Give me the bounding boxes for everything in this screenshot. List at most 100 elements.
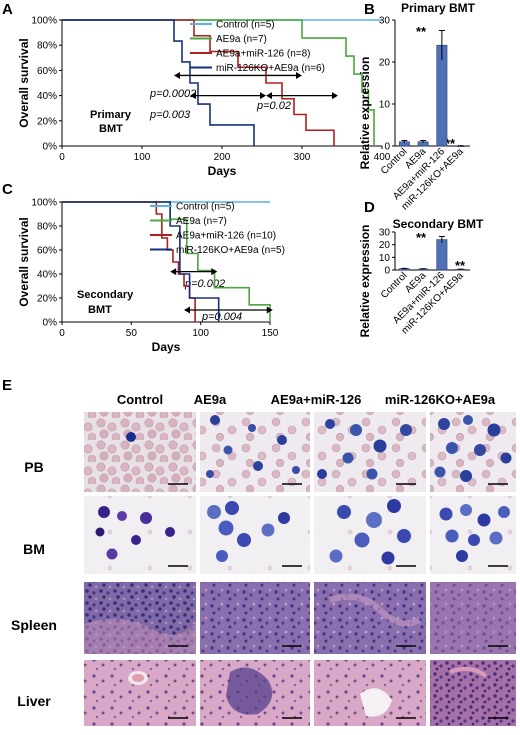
- chart-a-y-tick-label: 20%: [37, 116, 57, 127]
- chart-a-arrowhead-left-1: [190, 92, 196, 100]
- micrograph-bm-control: [84, 496, 196, 574]
- chart-a-x-axis-title: Days: [208, 164, 237, 178]
- micrograph-spleen-ko-ae9a: [430, 582, 516, 654]
- chart-a-y-axis-title: Overall survival: [17, 38, 31, 127]
- chart-a-y-tick-label: 40%: [37, 91, 57, 102]
- chart-b-significance-main: **: [416, 24, 427, 39]
- panel-letter-c: C: [2, 181, 13, 198]
- chart-a-legend-label-0: Control (n=5): [216, 20, 275, 31]
- chart-c-annotation-line1: Secondary: [77, 289, 134, 301]
- chart-c-x-tick-label: 50: [126, 328, 138, 339]
- micrograph-bm-ae9a: [200, 496, 310, 574]
- chart-c-series-line-3: [62, 201, 220, 322]
- histology-row-label-spleen: Spleen: [11, 617, 57, 633]
- micrograph-pb-ko-ae9a: [430, 412, 516, 492]
- micrograph-liver-control: [84, 660, 196, 726]
- chart-c-legend-label-2: AE9a+miR-126 (n=10): [176, 231, 276, 242]
- chart-d-y-tick-label: 20: [379, 240, 391, 251]
- chart-a-x-tick-label: 300: [294, 152, 311, 163]
- histology-row-label-pb: PB: [24, 459, 43, 475]
- chart-a-y-tick-label: 100%: [31, 16, 57, 27]
- micrograph-liver-ae9a-mir126: [314, 660, 426, 726]
- histology-column-label-3: miR-126KO+AE9a: [385, 392, 496, 407]
- chart-b-title: Primary BMT: [401, 1, 476, 15]
- chart-c-x-tick-label: 150: [262, 328, 279, 339]
- histology-grid: AE9a Control AE9a+miR-126 miR-126KO+AE9a…: [11, 392, 516, 726]
- chart-a-y-tick-label: 0%: [43, 142, 58, 153]
- chart-d-title: Secondary BMT: [393, 217, 484, 231]
- chart-a-series-line-3: [62, 19, 255, 146]
- chart-a-arrowhead-left-0: [174, 71, 180, 79]
- chart-d-y-tick-label: 10: [379, 253, 391, 264]
- chart-c-legend-label-0: Control (n=5): [176, 202, 235, 213]
- chart-c-x-tick-label: 100: [192, 328, 209, 339]
- chart-a-x-tick-label: 0: [59, 152, 65, 163]
- expression-chart-primary: ** ** Primary BMT 0 10 20 30 Relative express…: [358, 1, 476, 212]
- chart-c-y-axis-title: Overall survival: [17, 217, 31, 306]
- chart-c-y-tick-label: 40%: [37, 270, 57, 281]
- micrograph-liver-ae9a: [200, 660, 310, 726]
- chart-c-arrowhead-right-0: [211, 268, 218, 276]
- chart-a-series-line-2: [62, 19, 335, 146]
- chart-c-x-axis-title: Days: [152, 340, 181, 354]
- micrograph-bm-ae9a-mir126: [314, 496, 426, 574]
- chart-a-x-tick-label: 200: [214, 152, 231, 163]
- chart-d-bar-2: [436, 239, 448, 271]
- chart-c-y-tick-label: 80%: [37, 222, 57, 233]
- chart-a-legend-label-3: miR-126KO+AE9a (n=6): [216, 63, 325, 74]
- chart-a-annotation-line2: BMT: [99, 123, 123, 135]
- chart-d-significance-side: **: [455, 258, 466, 273]
- panel-letter-d: D: [364, 199, 375, 216]
- chart-a-y-tick-label: 60%: [37, 66, 57, 77]
- chart-a-x-tick-label: 100: [134, 152, 151, 163]
- micrograph-bm-ko-ae9a: [430, 496, 516, 574]
- histology-column-label-0: Control: [117, 392, 163, 407]
- histology-row-label-bm: BM: [23, 541, 45, 557]
- chart-b-y-tick-label: 20: [379, 58, 391, 69]
- chart-a-legend-label-2: AE9a+miR-126 (n=8): [216, 49, 311, 60]
- chart-c-y-tick-label: 20%: [37, 294, 57, 305]
- chart-a-legend-label-1: AE9a (n=7): [216, 34, 267, 45]
- chart-a-arrowhead-right-1: [260, 92, 266, 100]
- micrograph-pb-control: [84, 412, 196, 492]
- chart-b-y-tick-label: 30: [379, 16, 391, 27]
- chart-a-y-tick-label: 80%: [37, 41, 57, 52]
- chart-b-bar-2: [436, 44, 448, 147]
- chart-c-arrowhead-left-0: [170, 268, 177, 276]
- chart-a-x-tick-label: 400: [374, 152, 391, 163]
- micrograph-spleen-ae9a-mir126: [314, 582, 426, 654]
- chart-c-y-tick-label: 100%: [31, 198, 57, 209]
- micrograph-pb-ae9a: [200, 412, 310, 492]
- chart-a-arrowhead-left-2: [266, 92, 272, 100]
- chart-d-y-tick-label: 0: [384, 266, 390, 277]
- chart-b-y-tick-label: 0: [384, 142, 390, 153]
- chart-c-arrowhead-left-1: [184, 306, 191, 314]
- chart-c-annotation-line2: BMT: [88, 304, 112, 316]
- chart-a-pvalue-2: p=0.003: [149, 109, 191, 121]
- panel-letter-a: A: [2, 1, 13, 18]
- chart-b-y-tick-label: 10: [379, 100, 391, 111]
- survival-chart-primary: Primary BMT p=0.0002 p=0.003 p=0.02 0% 20…: [17, 16, 391, 179]
- chart-a-pvalue-1: p=0.0002: [149, 88, 196, 100]
- chart-a-pvalue-3: p=0.02: [256, 100, 291, 112]
- chart-c-y-tick-label: 0%: [43, 318, 58, 329]
- chart-b-y-axis-title: Relative expression: [358, 57, 372, 170]
- chart-c-pvalue-2: p=0.004: [201, 311, 242, 323]
- chart-c-arrowhead-right-1: [266, 306, 273, 314]
- micrograph-pb-ae9a-mir126: [314, 412, 426, 492]
- chart-d-y-axis-title: Relative expression: [358, 225, 372, 338]
- histology-row-label-liver: Liver: [17, 693, 51, 709]
- panel-letter-b: B: [364, 1, 375, 18]
- chart-d-y-tick-label: 30: [379, 228, 391, 239]
- chart-a-arrowhead-right-0: [296, 71, 302, 79]
- chart-c-legend-label-1: AE9a (n=7): [176, 216, 227, 227]
- chart-a-arrowhead-right-2: [332, 92, 338, 100]
- micrograph-liver-ko-ae9a: [430, 660, 516, 726]
- histology-column-label-2: AE9a+miR-126: [271, 392, 362, 407]
- chart-d-significance-main: **: [416, 230, 427, 245]
- survival-chart-secondary: Secondary BMT p=0.002 p=0.004 0%20%40%60…: [17, 198, 285, 355]
- chart-c-y-tick-label: 60%: [37, 246, 57, 257]
- chart-a-annotation-line1: Primary: [90, 109, 132, 121]
